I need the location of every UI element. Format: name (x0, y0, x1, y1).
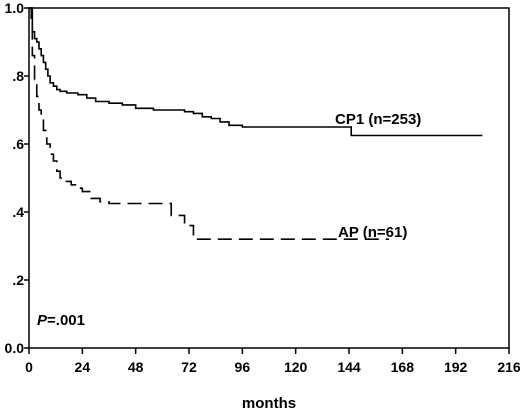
x-tick-label: 24 (75, 359, 91, 375)
x-tick-label: 96 (235, 359, 251, 375)
y-tick-label: 0.0 (5, 340, 25, 356)
y-axis: 0.0 .2 .4 .6 .8 1.0 (5, 0, 29, 356)
x-tick-label: 0 (25, 359, 33, 375)
series-line-ap (29, 7, 389, 240)
x-tick-label: 48 (128, 359, 144, 375)
x-axis: 0 24 48 72 96 120 144 168 192 216 (25, 348, 520, 375)
y-tick-label: .6 (12, 136, 24, 152)
x-tick-label: 192 (444, 359, 468, 375)
x-tick-label: 216 (497, 359, 520, 375)
p-value-annotation: P=.001 (37, 312, 85, 329)
series-label-cp1: CP1 (n=253) (335, 111, 421, 128)
y-tick-label: .2 (12, 272, 24, 288)
y-tick-label: .4 (12, 204, 24, 220)
series-group (29, 7, 483, 240)
series-label-ap: AP (n=61) (338, 224, 407, 241)
series-line-cp1 (29, 7, 483, 137)
y-tick-label: .8 (12, 68, 24, 84)
x-tick-label: 144 (337, 359, 361, 375)
plot-frame (28, 7, 510, 349)
x-tick-label: 168 (391, 359, 415, 375)
y-tick-label: 1.0 (5, 0, 25, 16)
x-axis-label: months (242, 395, 296, 412)
x-tick-label: 120 (284, 359, 308, 375)
x-tick-label: 72 (181, 359, 197, 375)
